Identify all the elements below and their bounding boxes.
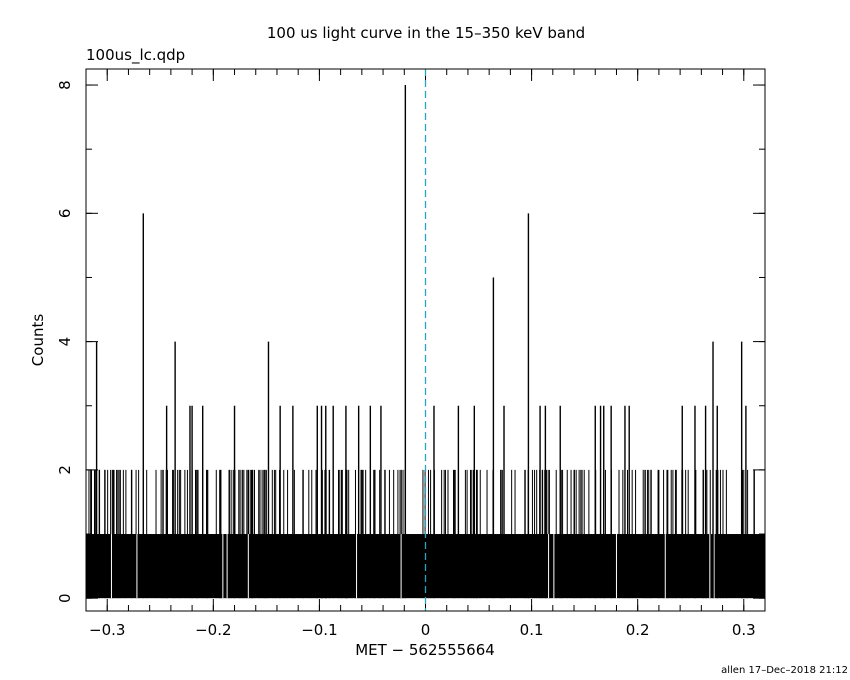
y-tick-label: 2: [56, 465, 74, 475]
chart-subtitle: 100us_lc.qdp: [86, 46, 185, 65]
chart-title: 100 us light curve in the 15–350 keV ban…: [267, 24, 585, 42]
x-tick-label: −0.2: [195, 621, 231, 639]
x-tick-label: −0.1: [301, 621, 337, 639]
y-tick-label: 8: [56, 80, 74, 90]
plot-frame: [85, 68, 766, 612]
x-tick-label: 0: [421, 621, 431, 639]
y-tick-label: 6: [56, 209, 74, 219]
y-axis-label: Counts: [29, 314, 47, 367]
x-tick-label: 0.2: [626, 621, 650, 639]
x-tick-label: −0.3: [89, 621, 125, 639]
y-tick-label: 0: [56, 593, 74, 603]
footer-credit: allen 17–Dec–2018 21:12: [721, 665, 848, 676]
x-tick-label: 0.3: [732, 621, 756, 639]
tick-labels: −0.3 −0.2 −0.1 0 0.1 0.2 0.3 0 2 4 6 8: [56, 80, 756, 639]
y-tick-label: 4: [56, 337, 74, 347]
x-axis-label: MET − 562555664: [355, 641, 495, 659]
x-tick-label: 0.1: [520, 621, 544, 639]
